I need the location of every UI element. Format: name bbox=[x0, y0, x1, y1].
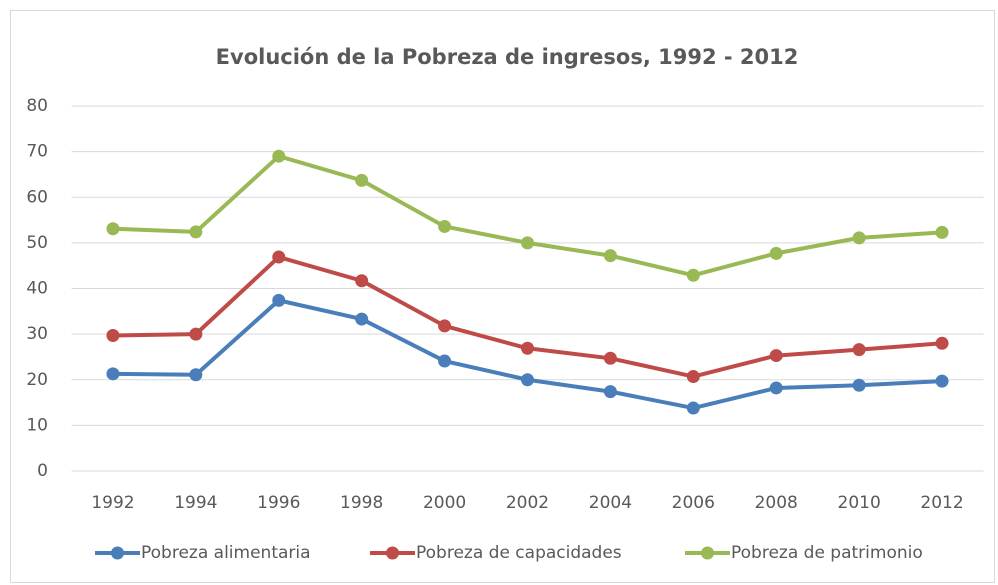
legend-label: Pobreza alimentaria bbox=[141, 543, 311, 563]
data-point bbox=[272, 149, 286, 163]
data-point bbox=[603, 249, 617, 263]
data-point bbox=[355, 312, 369, 326]
legend-label: Pobreza de capacidades bbox=[416, 543, 622, 563]
data-point bbox=[272, 250, 286, 264]
data-point bbox=[355, 173, 369, 187]
data-point bbox=[355, 274, 369, 288]
y-tick-label: 10 bbox=[26, 415, 48, 435]
data-point bbox=[189, 225, 203, 239]
data-point bbox=[521, 341, 534, 355]
y-tick-label: 20 bbox=[26, 370, 48, 390]
y-tick-label: 0 bbox=[37, 461, 48, 481]
data-point bbox=[852, 378, 866, 392]
y-tick-label: 40 bbox=[26, 279, 48, 299]
x-tick-label: 1998 bbox=[340, 493, 383, 513]
chart-title: Evolución de la Pobreza de ingresos, 199… bbox=[216, 45, 799, 69]
data-point bbox=[769, 381, 783, 395]
x-tick-label: 2002 bbox=[506, 493, 549, 513]
data-point bbox=[603, 351, 617, 365]
data-point bbox=[686, 268, 700, 282]
data-point bbox=[521, 236, 534, 250]
x-tick-label: 2004 bbox=[589, 493, 632, 513]
x-tick-label: 1996 bbox=[257, 493, 300, 513]
y-tick-label: 70 bbox=[26, 142, 48, 162]
data-point bbox=[438, 219, 452, 233]
data-point bbox=[106, 222, 120, 236]
data-point bbox=[189, 327, 203, 341]
data-point bbox=[686, 401, 700, 415]
data-point bbox=[686, 370, 700, 384]
data-point bbox=[438, 319, 452, 333]
data-point bbox=[272, 293, 286, 307]
data-point bbox=[935, 336, 949, 350]
data-point bbox=[935, 225, 949, 239]
x-tick-label: 1992 bbox=[91, 493, 134, 513]
data-point bbox=[769, 349, 783, 363]
legend-marker bbox=[386, 546, 399, 560]
x-tick-label: 1994 bbox=[174, 493, 217, 513]
data-point bbox=[189, 368, 203, 382]
y-tick-label: 50 bbox=[26, 233, 48, 253]
data-point bbox=[769, 246, 783, 260]
x-tick-label: 2008 bbox=[755, 493, 798, 513]
data-point bbox=[852, 343, 866, 357]
data-point bbox=[106, 367, 120, 381]
data-point bbox=[935, 374, 949, 388]
y-tick-label: 30 bbox=[26, 324, 48, 344]
x-tick-label: 2010 bbox=[838, 493, 881, 513]
data-point bbox=[106, 328, 120, 342]
legend-marker bbox=[701, 546, 714, 560]
y-tick-label: 60 bbox=[26, 187, 48, 207]
y-tick-label: 80 bbox=[26, 96, 48, 116]
x-tick-label: 2012 bbox=[920, 493, 963, 513]
legend-marker bbox=[111, 546, 124, 560]
data-point bbox=[603, 385, 617, 399]
x-tick-label: 2006 bbox=[672, 493, 715, 513]
legend-label: Pobreza de patrimonio bbox=[731, 543, 923, 563]
x-tick-label: 2000 bbox=[423, 493, 466, 513]
data-point bbox=[852, 231, 866, 245]
data-point bbox=[438, 354, 452, 368]
data-point bbox=[521, 373, 534, 387]
